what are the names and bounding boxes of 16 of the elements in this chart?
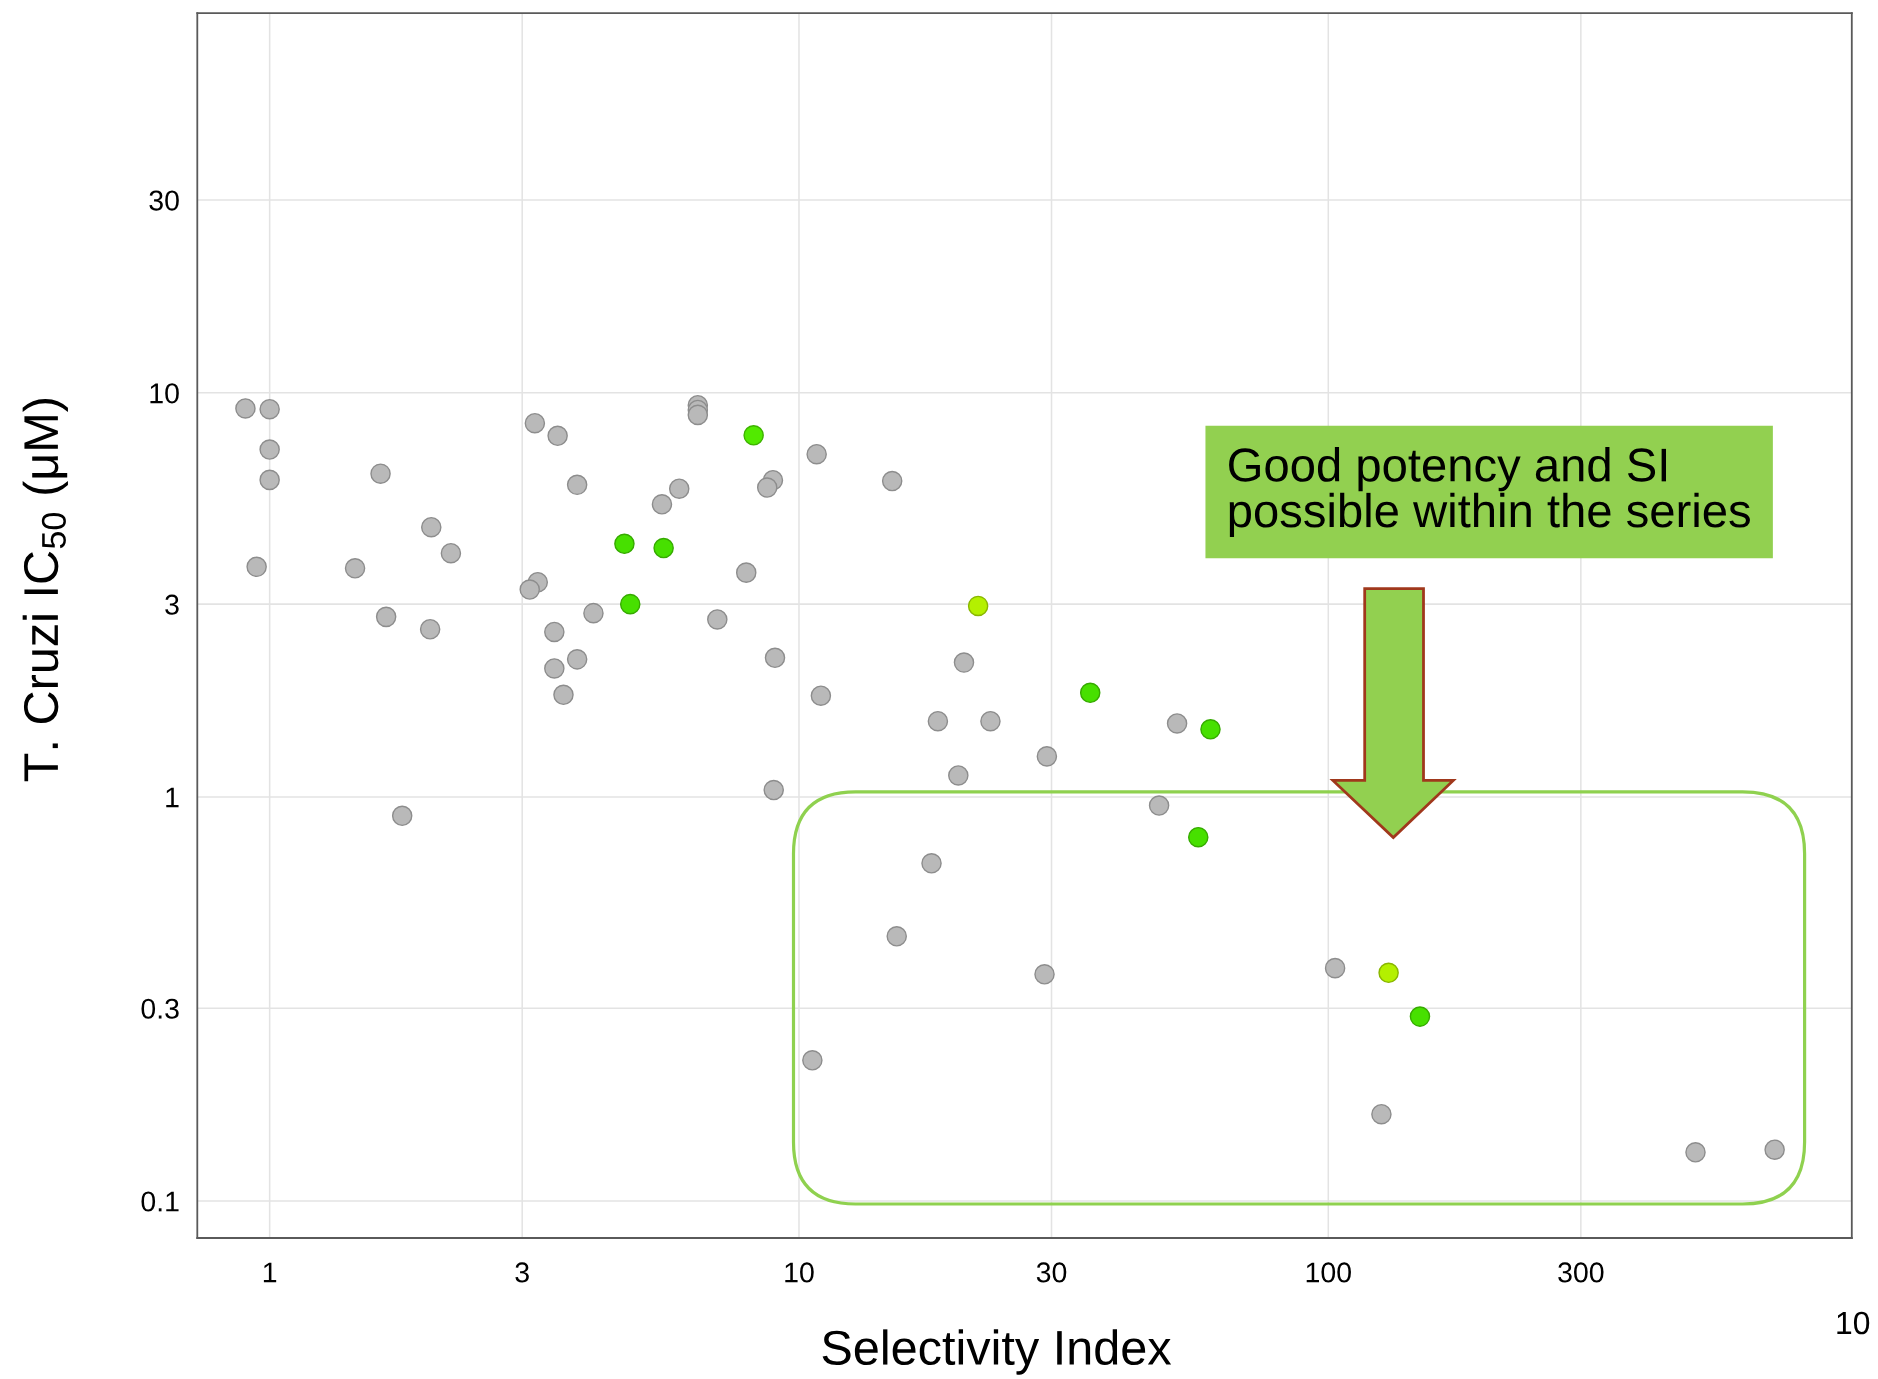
y-tick-label: 0.1 [141, 1191, 179, 1212]
annotation: Good potency and SI possible within the series [1229, 447, 1750, 537]
y-tick-label: 0.3 [141, 998, 179, 1019]
x-tick-label: 300 [1558, 1262, 1604, 1283]
x-tick-label: 30 [1036, 1262, 1067, 1283]
x-tick-label: 100 [1306, 1262, 1351, 1283]
text: 10 [1837, 1311, 1870, 1335]
y-tick-label: 10 [150, 383, 179, 404]
x-tick-label: 1 [263, 1262, 277, 1283]
y-axis-title: T. Cruzi IC$_{50}$ (μM) [22, 399, 68, 782]
x-axis-title: Selectivity Index [822, 1329, 1172, 1375]
y-tick-label: 30 [149, 190, 179, 211]
x-tick-label: 3 [515, 1262, 529, 1283]
y-tick-label: 3 [165, 594, 179, 615]
x-tick-label: 10 [785, 1262, 814, 1283]
y-tick-label: 1 [166, 787, 179, 808]
